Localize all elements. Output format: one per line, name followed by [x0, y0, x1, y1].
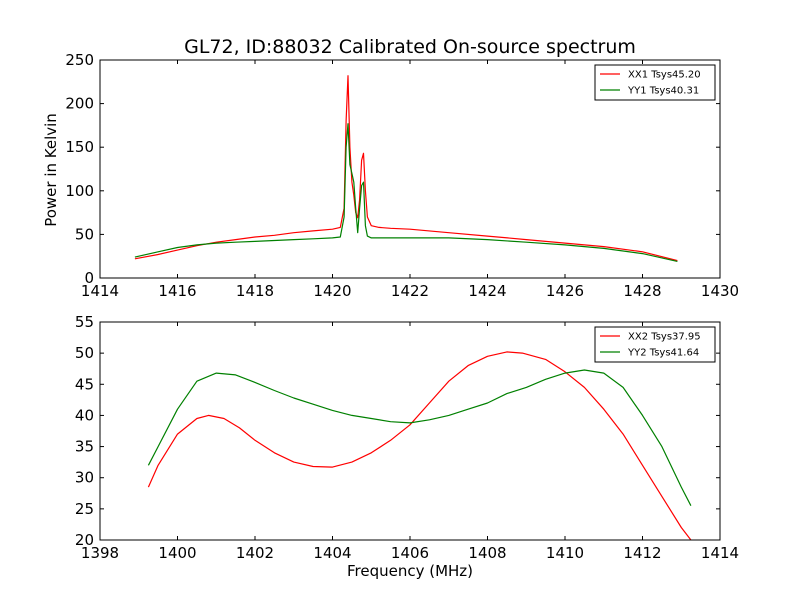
legend-box — [594, 326, 716, 363]
y-tick-label: 250 — [65, 51, 94, 69]
legend-label: YY1 Tsys40.31 — [627, 86, 699, 97]
top-panel: 1414 1416 1418 1420 1422 1424 1426 1428 1430 0 50 1… — [65, 51, 739, 300]
y-tick-label: 200 — [65, 95, 94, 113]
y-tick-label: 30 — [75, 469, 94, 487]
x-tick-label: 1398 — [81, 544, 119, 562]
legend: XX1 Tsys45.20 YY1 Tsys40.31 — [594, 64, 716, 101]
legend-label: XX2 Tsys37.95 — [628, 332, 701, 343]
x-tick-label: 1410 — [546, 544, 584, 562]
x-tick-label: 1424 — [468, 282, 506, 300]
x-tick-label: 1428 — [623, 282, 661, 300]
x-tick-label: 1430 — [701, 282, 739, 300]
y-tick-label: 25 — [75, 500, 94, 518]
y-tick-label: 35 — [75, 438, 94, 456]
x-tick-label: 1420 — [313, 282, 351, 300]
x-tick-label: 1400 — [158, 544, 196, 562]
y-tick-label: 40 — [75, 406, 94, 424]
x-tick-label: 1408 — [468, 544, 506, 562]
legend: XX2 Tsys37.95 YY2 Tsys41.64 — [594, 326, 716, 363]
x-tick-label: 1414 — [701, 544, 739, 562]
x-tick-label: 1406 — [391, 544, 429, 562]
chart-title: GL72, ID:88032 Calibrated On-source spec… — [184, 36, 636, 58]
series-line-yy-2 — [147, 369, 692, 506]
series-line-yy-1 — [134, 123, 678, 262]
y-tick-label: 55 — [75, 313, 94, 331]
legend-box — [594, 64, 716, 101]
x-tick-label: 1414 — [81, 282, 119, 300]
x-tick-label: 1412 — [623, 544, 661, 562]
x-tick-label: 1416 — [158, 282, 196, 300]
y-tick-label: 50 — [75, 344, 94, 362]
y-tick-label: 50 — [75, 225, 94, 243]
x-axis-label-bottom: Frequency (MHz) — [347, 562, 473, 580]
x-tick-label: 1418 — [236, 282, 274, 300]
bottom-panel: 1398 1400 1402 1404 1406 1408 1410 1412 1414 20 25… — [75, 313, 739, 562]
x-tick-label: 1422 — [391, 282, 429, 300]
y-tick-label: 100 — [65, 182, 94, 200]
series-line-xx-2 — [147, 351, 692, 541]
x-tick-label: 1402 — [236, 544, 274, 562]
legend-label: YY2 Tsys41.64 — [627, 348, 699, 359]
x-tick-label: 1404 — [313, 544, 351, 562]
y-tick-label: 45 — [75, 375, 94, 393]
y-tick-label: 0 — [84, 269, 94, 287]
legend-label: XX1 Tsys45.20 — [628, 70, 701, 81]
y-axis-label-top: Power in Kelvin — [42, 113, 60, 227]
y-tick-label: 20 — [75, 531, 94, 549]
y-tick-label: 150 — [65, 138, 94, 156]
series-line-xx-1 — [134, 75, 678, 262]
x-tick-label: 1426 — [546, 282, 584, 300]
